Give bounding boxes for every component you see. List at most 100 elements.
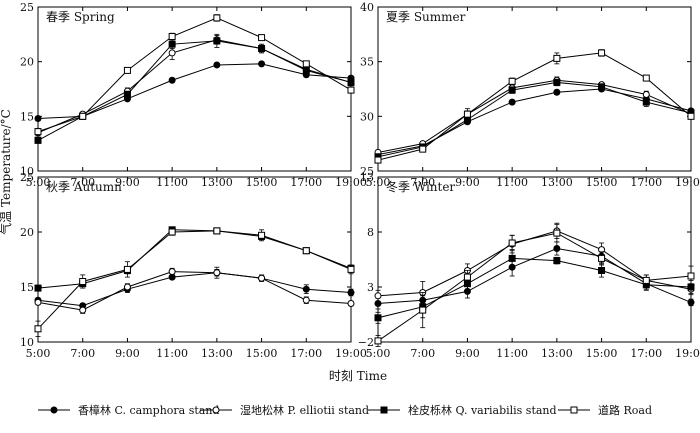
series-2	[374, 222, 695, 304]
chart-panels: 10 15 20 25 5:00 7:00 9:00 11:00 13:00 15:00 17:00…	[20, 1, 700, 360]
x-tick-label: 7:00	[410, 347, 435, 360]
data-point	[168, 40, 176, 48]
data-point	[258, 231, 266, 239]
data-point	[598, 49, 606, 57]
y-tick-label: 20	[20, 56, 34, 69]
y-tick-label: 10	[20, 165, 34, 178]
legend-marker	[570, 406, 578, 414]
panel-frame	[377, 6, 692, 172]
data-point	[508, 86, 516, 94]
series-line	[37, 230, 352, 330]
series-line	[37, 272, 352, 307]
data-point	[508, 239, 516, 247]
data-point	[642, 276, 650, 284]
y-tick-label: 30	[360, 110, 374, 123]
series-line	[377, 232, 692, 342]
y-tick-label: 25	[360, 165, 374, 178]
x-tick-label: 17:00	[290, 176, 322, 189]
x-tick-label: 7:00	[410, 176, 435, 189]
data-point	[642, 74, 650, 82]
data-point	[374, 337, 382, 345]
x-tick-label: 9:00	[115, 176, 140, 189]
data-point	[553, 257, 561, 265]
data-point	[123, 66, 131, 74]
legend-label: 香樟林 C. camphora stand	[78, 403, 219, 417]
legend-marker	[212, 406, 220, 414]
series-4	[374, 223, 695, 347]
data-point	[374, 314, 382, 322]
series-4	[34, 227, 355, 337]
x-tick-label: 13:00	[541, 347, 573, 360]
data-point	[168, 33, 176, 41]
data-point	[463, 110, 471, 118]
series-line	[377, 257, 692, 319]
series-4	[374, 49, 695, 164]
data-point	[508, 98, 516, 106]
x-tick-label: 13:00	[201, 347, 233, 360]
data-point	[258, 45, 266, 53]
data-point	[347, 86, 355, 94]
data-point	[419, 145, 427, 153]
x-tick-label: 17:00	[630, 176, 662, 189]
y-tick-label: −2	[358, 336, 374, 349]
x-tick-label: 17:00	[630, 347, 662, 360]
data-point	[168, 268, 176, 276]
x-tick-label: 15:00	[246, 176, 278, 189]
data-point	[302, 247, 310, 255]
panel-title: 秋季 Autumn	[46, 180, 122, 194]
x-tick-label: 15:00	[586, 176, 618, 189]
x-tick-label: 9:00	[455, 176, 480, 189]
x-tick-label: 13:00	[201, 176, 233, 189]
data-point	[553, 54, 561, 62]
x-tick-label: 7:00	[70, 176, 95, 189]
data-point	[213, 61, 221, 69]
data-point	[258, 274, 266, 282]
data-point	[642, 98, 650, 106]
x-tick-label: 9:00	[115, 347, 140, 360]
data-point	[598, 254, 606, 262]
y-tick-label: 25	[20, 171, 34, 184]
data-point	[598, 267, 606, 274]
data-point	[123, 283, 131, 291]
x-tick-label: 19:00	[335, 347, 367, 360]
series-line	[37, 271, 352, 311]
series-line	[377, 52, 692, 161]
data-point	[168, 49, 176, 57]
panel-frame	[377, 176, 692, 343]
series-2	[34, 266, 355, 314]
x-tick-label: 15:00	[586, 347, 618, 360]
data-point	[258, 34, 266, 42]
x-tick-label: 11:00	[496, 347, 528, 360]
data-point	[302, 285, 310, 293]
data-point	[213, 269, 221, 277]
data-point	[213, 14, 221, 22]
data-point	[213, 227, 221, 235]
data-point	[123, 90, 131, 98]
x-tick-label: 19:00	[675, 347, 700, 360]
y-axis-label: 气温 Temperature/°C	[0, 109, 13, 235]
data-point	[642, 90, 650, 98]
data-point	[463, 273, 471, 281]
data-point	[419, 306, 427, 314]
x-tick-label: 7:00	[70, 347, 95, 360]
data-point	[598, 83, 606, 91]
data-point	[347, 289, 355, 296]
data-point	[347, 265, 355, 273]
data-point	[687, 272, 695, 280]
data-point	[302, 296, 310, 304]
data-point	[79, 278, 87, 285]
series-3	[34, 33, 355, 144]
series-line	[377, 81, 692, 158]
series-line	[377, 247, 692, 304]
x-tick-label: 11:00	[156, 176, 188, 189]
data-point	[168, 228, 176, 236]
y-tick-label: 15	[20, 281, 34, 294]
legend-label: 栓皮栎林 Q. variabilis stand	[408, 403, 557, 417]
panel-title: 冬季 Winter	[386, 179, 455, 194]
series-2	[34, 35, 355, 137]
data-point	[374, 156, 382, 164]
legend-item-4: 道路 Road	[558, 403, 652, 417]
x-tick-label: 15:00	[246, 347, 278, 360]
data-point	[258, 60, 266, 68]
